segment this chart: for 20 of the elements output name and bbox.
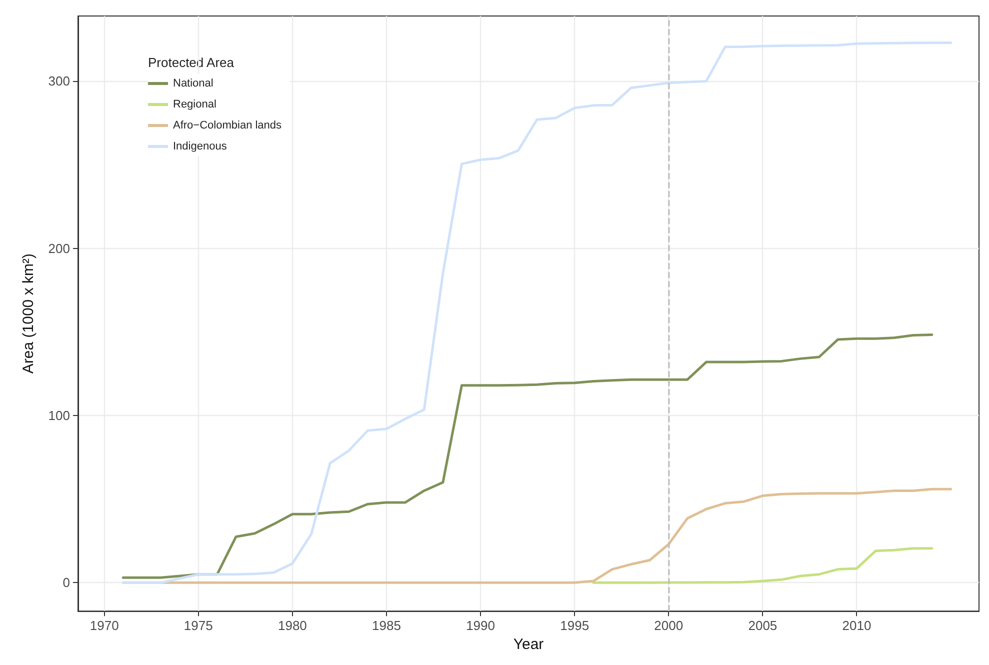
x-tick-label: 1990 — [466, 618, 495, 634]
x-tick-label: 1970 — [90, 618, 119, 634]
legend-label: National — [173, 78, 214, 90]
legend-label: Afro−Colombian lands — [173, 120, 282, 132]
x-tick-label: 1985 — [372, 618, 401, 634]
y-tick-label: 100 — [48, 408, 70, 424]
y-tick-label: 300 — [48, 74, 70, 89]
legend-label: Indigenous — [173, 140, 228, 152]
y-tick-label: 0 — [62, 575, 70, 590]
x-tick-label: 1980 — [278, 618, 307, 634]
legend-title: Protected Area — [148, 55, 235, 70]
x-tick-label: 2010 — [842, 618, 872, 634]
y-tick-label: 200 — [48, 240, 70, 256]
x-axis-title: Year — [513, 636, 544, 653]
y-axis-title: Area (1000 x km²) — [20, 254, 37, 374]
x-tick-label: 2005 — [748, 618, 778, 634]
x-tick-label: 2000 — [654, 618, 684, 634]
x-tick-label: 1995 — [560, 618, 590, 634]
x-tick-label: 1975 — [184, 618, 213, 634]
legend-label: Regional — [173, 98, 216, 110]
